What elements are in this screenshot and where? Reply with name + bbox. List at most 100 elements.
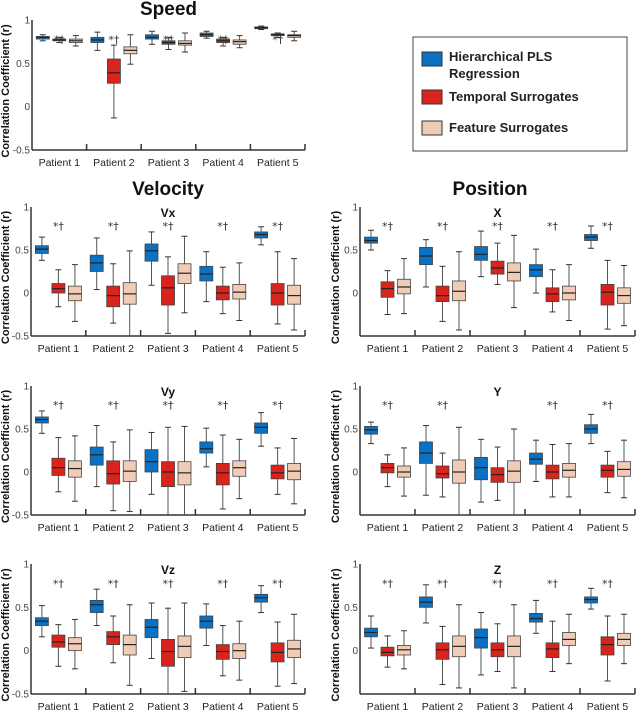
y-tick-label: -0.5 — [12, 511, 30, 522]
box-iqr — [529, 613, 543, 623]
box-temporal — [545, 443, 560, 498]
legend-frame — [412, 36, 628, 152]
significance-marker: *† — [602, 220, 614, 233]
box-iqr — [161, 461, 175, 488]
box-iqr — [199, 441, 214, 454]
legend-swatch-temporal — [421, 89, 443, 105]
box-feature — [232, 620, 247, 681]
box-temporal — [51, 437, 66, 493]
box-temporal — [106, 263, 121, 324]
y-tick-label: 0.5 — [344, 425, 358, 436]
x-tick-label: Patient 3 — [477, 701, 519, 713]
box-temporal — [270, 251, 285, 325]
y-axis-label: Correlation Coefficient (r) — [0, 211, 12, 345]
significance-marker: *† — [382, 220, 394, 233]
box-iqr — [106, 460, 121, 485]
x-tick-label: Patient 2 — [92, 343, 134, 355]
y-tick-label: 0.5 — [15, 246, 29, 257]
box-iqr — [529, 264, 543, 278]
panel-y: 1 0.5 0 Correlation Coefficient (r) Y Patient… — [330, 382, 636, 534]
significance-marker: *† — [437, 220, 449, 233]
y-tick-label: 0.5 — [15, 425, 29, 436]
significance-marker: *† — [547, 399, 559, 412]
position-group-title: Position — [453, 179, 528, 200]
y-tick-label: 0 — [23, 468, 29, 479]
box-temporal — [51, 624, 66, 667]
box-temporal — [380, 635, 395, 668]
x-tick-label: Patient 3 — [477, 522, 519, 534]
x-tick-label: Patient 4 — [202, 522, 244, 534]
box-iqr — [545, 287, 560, 302]
box-temporal — [545, 620, 560, 672]
y-tick-label: 1 — [352, 560, 358, 571]
x-tick-label: Patient 3 — [148, 157, 190, 169]
box-iqr — [380, 646, 395, 657]
y-tick-label: 1 — [352, 382, 358, 393]
box-hierarchical — [35, 605, 49, 638]
significance-marker: *† — [272, 577, 284, 590]
box-feature — [397, 447, 411, 497]
box-hierarchical — [364, 615, 378, 649]
y-tick-label: 0 — [352, 289, 358, 300]
box-hierarchical — [364, 421, 378, 445]
box-hierarchical — [199, 603, 214, 646]
box-feature — [122, 429, 137, 513]
box-iqr — [51, 634, 66, 648]
box-temporal — [215, 266, 230, 315]
significance-marker: *† — [53, 577, 65, 590]
box-feature — [287, 258, 302, 331]
box-hierarchical — [364, 229, 378, 251]
box-temporal — [106, 441, 121, 512]
panel-subtitle: Y — [493, 385, 501, 399]
box-feature — [232, 438, 247, 500]
x-tick-label: Patient 2 — [93, 157, 135, 169]
x-tick-label: Patient 3 — [147, 343, 189, 355]
significance-marker: *† — [272, 33, 284, 46]
box-hierarchical — [199, 251, 214, 303]
box-temporal — [161, 256, 175, 334]
y-axis-label: Correlation Coefficient (r) — [0, 390, 12, 524]
x-tick-label: Patient 2 — [422, 343, 464, 355]
box-iqr — [144, 619, 159, 639]
y-tick-label: 0.5 — [344, 603, 358, 614]
box-hierarchical — [90, 31, 105, 51]
box-temporal — [380, 454, 395, 488]
x-tick-label: Patient 5 — [257, 701, 299, 713]
box-iqr — [144, 243, 159, 262]
significance-marker: *† — [382, 577, 394, 590]
box-hierarchical — [584, 225, 598, 249]
box-hierarchical — [254, 226, 269, 246]
box-iqr — [287, 284, 302, 305]
box-iqr — [89, 446, 104, 466]
box-feature — [177, 602, 192, 692]
significance-marker: *† — [492, 220, 504, 233]
box-temporal — [435, 625, 450, 685]
box-iqr — [199, 615, 214, 629]
box-hierarchical — [419, 425, 433, 496]
significance-marker: *† — [108, 399, 120, 412]
box-feature — [68, 35, 83, 47]
box-iqr — [89, 600, 104, 613]
box-temporal — [161, 426, 175, 516]
significance-marker: *† — [217, 399, 229, 412]
box-hierarchical — [199, 427, 214, 468]
box-temporal — [380, 270, 395, 315]
box-hierarchical — [89, 425, 104, 488]
y-tick-label: 0.5 — [16, 59, 30, 70]
box-iqr — [161, 275, 175, 306]
box-feature — [617, 613, 631, 665]
box-feature — [68, 264, 82, 322]
x-tick-label: Patient 4 — [202, 343, 244, 355]
x-tick-label: Patient 5 — [587, 522, 629, 534]
y-tick-label: -0.5 — [12, 332, 30, 343]
significance-marker: *† — [382, 399, 394, 412]
significance-marker: *† — [272, 220, 284, 233]
significance-marker: *† — [108, 33, 120, 46]
box-iqr — [600, 283, 615, 306]
velocity-group-title: Velocity — [132, 179, 204, 200]
box-hierarchical — [474, 438, 488, 503]
box-hierarchical — [584, 587, 598, 610]
box-hierarchical — [584, 413, 598, 445]
